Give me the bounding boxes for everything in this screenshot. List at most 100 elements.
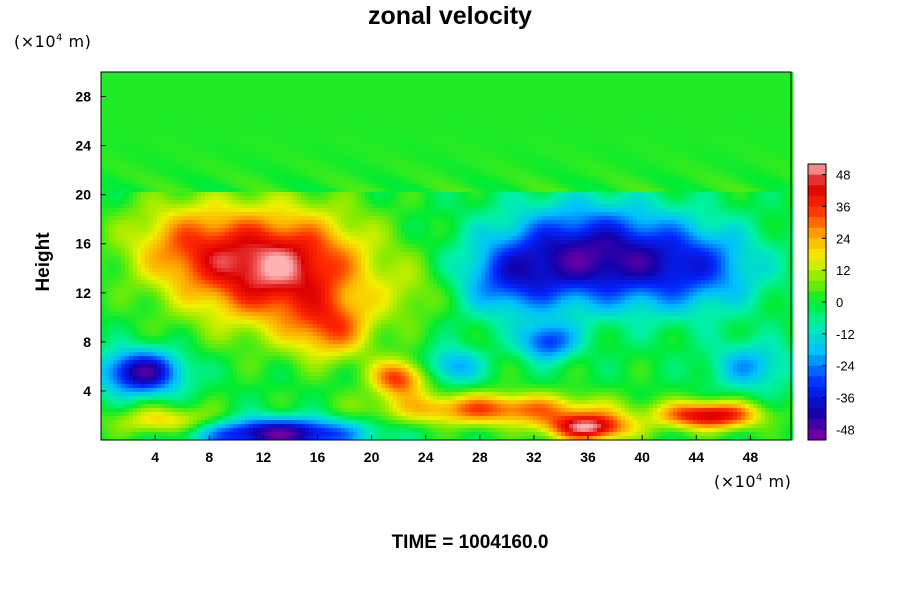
heatmap-cell [601,120,606,125]
heatmap-cell [253,96,258,101]
heatmap-cell [689,92,694,97]
heatmap-cell [421,104,426,109]
heatmap-cell [717,136,722,141]
heatmap-cell [541,168,546,173]
heatmap-cell [261,160,266,165]
heatmap-cell [201,136,206,141]
heatmap-cell [577,164,582,169]
heatmap-cell [725,176,730,181]
heatmap-cell [373,180,378,185]
heatmap-cell [141,84,146,89]
heatmap-cell [369,184,374,189]
heatmap-cell [133,72,138,77]
heatmap-cell [109,136,114,141]
heatmap-cell [173,132,178,137]
heatmap-cell [717,72,722,77]
heatmap-cell [513,164,518,169]
heatmap-cell [241,180,246,185]
heatmap-cell [549,116,554,121]
heatmap-cell [601,72,606,77]
heatmap-cell [501,100,506,105]
heatmap-cell [393,96,398,101]
heatmap-cell [693,164,698,169]
heatmap-cell [717,96,722,101]
heatmap-cell [345,92,350,97]
heatmap-cell [337,164,342,169]
heatmap-cell [217,144,222,149]
heatmap-cell [657,180,662,185]
heatmap-cell [617,116,622,121]
heatmap-cell [773,72,778,77]
heatmap-cell [493,124,498,129]
heatmap-cell [341,84,346,89]
heatmap-cell [637,92,642,97]
heatmap-cell [785,136,790,141]
heatmap-cell [681,92,686,97]
heatmap-cell [765,128,770,133]
heatmap-cell [757,160,762,165]
heatmap-cell [233,112,238,117]
heatmap-cell [121,136,126,141]
heatmap-cell [217,80,222,85]
heatmap-cell [581,112,586,117]
heatmap-cell [261,100,266,105]
heatmap-cell [689,100,694,105]
heatmap-cell [453,100,458,105]
heatmap-cell [753,128,758,133]
heatmap-cell [221,112,226,117]
heatmap-cell [433,148,438,153]
heatmap-cell [301,168,306,173]
heatmap-cell [565,180,570,185]
heatmap-cell [361,88,366,93]
heatmap-cell [713,84,718,89]
heatmap-cell [173,76,178,81]
heatmap-cell [293,132,298,137]
heatmap-cell [785,144,790,149]
heatmap-cell [377,152,382,157]
heatmap-cell [341,100,346,105]
heatmap-cell [641,116,646,121]
heatmap-cell [777,180,782,185]
heatmap-cell [741,144,746,149]
heatmap-cell [401,108,406,113]
heatmap-cell [193,100,198,105]
heatmap-cell [281,140,286,145]
heatmap-cell [329,176,334,181]
heatmap-cell [101,116,106,121]
heatmap-cell [697,104,702,109]
heatmap-cell [673,116,678,121]
heatmap-cell [113,172,118,177]
heatmap-cell [173,80,178,85]
heatmap-cell [425,124,430,129]
heatmap-cell [133,136,138,141]
heatmap-cell [397,76,402,81]
heatmap-cell [297,84,302,89]
heatmap-cell [293,152,298,157]
heatmap-cell [325,112,330,117]
heatmap-cell [437,72,442,77]
heatmap-cell [521,160,526,165]
heatmap-cell [205,100,210,105]
heatmap-cell [169,152,174,157]
heatmap-cell [409,84,414,89]
heatmap-cell [425,136,430,141]
heatmap-cell [409,148,414,153]
heatmap-cell [197,164,202,169]
heatmap-cell [625,128,630,133]
heatmap-cell [233,148,238,153]
heatmap-cell [537,80,542,85]
heatmap-cell [353,160,358,165]
heatmap-cell [433,184,438,189]
heatmap-cell [401,168,406,173]
heatmap-cell [733,72,738,77]
heatmap-cell [717,156,722,161]
heatmap-cell [273,128,278,133]
heatmap-cell [221,72,226,77]
heatmap-cell [625,176,630,181]
heatmap-cell [413,96,418,101]
heatmap-cell [457,76,462,81]
heatmap-cell [529,140,534,145]
heatmap-cell [185,120,190,125]
heatmap-cell [329,140,334,145]
heatmap-cell [137,84,142,89]
